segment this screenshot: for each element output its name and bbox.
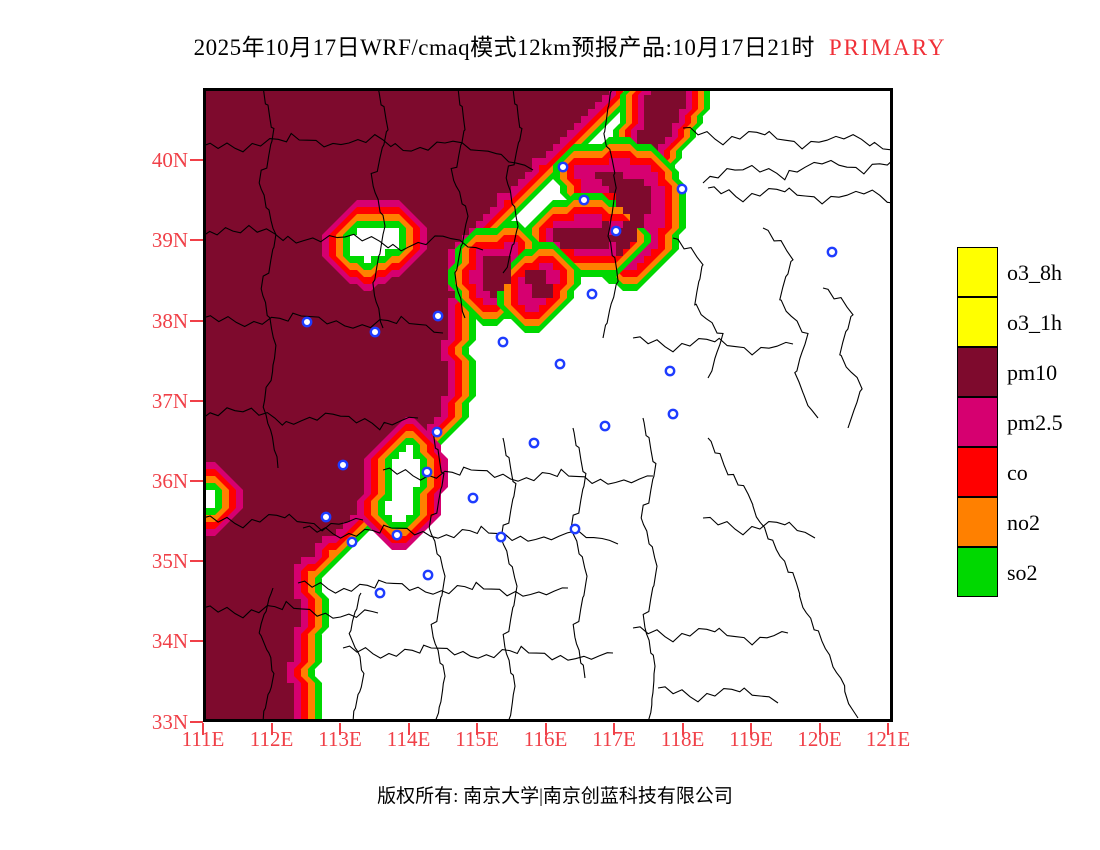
- lon-label-114E: 114E: [386, 727, 431, 751]
- lon-label-113E: 113E: [318, 727, 362, 751]
- lat-label-36N: 36N: [151, 469, 188, 493]
- legend-item-no2: no2: [957, 497, 1100, 548]
- pollutant-legend: o3_8h o3_1h pm10 pm2.5 co no2 so2: [957, 247, 1100, 598]
- pollution-layer: [203, 88, 710, 722]
- city-marker: [599, 420, 611, 432]
- lon-tick-120E: [818, 723, 821, 735]
- legend-label-no2: no2: [1007, 510, 1040, 535]
- lon-label-116E: 116E: [523, 727, 568, 751]
- title-pollutant-highlight: PRIMARY: [828, 35, 947, 60]
- city-marker: [557, 161, 569, 173]
- city-marker: [346, 536, 358, 548]
- lon-label-111E: 111E: [181, 727, 225, 751]
- legend-item-pm10: pm10: [957, 347, 1100, 398]
- legend-swatch-so2: [957, 547, 998, 597]
- legend-item-o3_1h: o3_1h: [957, 297, 1100, 348]
- city-marker: [578, 194, 590, 206]
- map-frame: [203, 88, 893, 722]
- city-marker: [422, 569, 434, 581]
- city-marker: [676, 183, 688, 195]
- city-markers-layer: [301, 161, 838, 599]
- lon-tick-121E: [887, 723, 889, 735]
- lon-label-119E: 119E: [729, 727, 773, 751]
- lon-tick-112E: [270, 723, 273, 735]
- city-marker: [374, 587, 386, 599]
- city-marker: [586, 288, 598, 300]
- lon-tick-118E: [681, 723, 684, 735]
- city-marker: [554, 358, 566, 370]
- legend-label-co: co: [1007, 460, 1028, 485]
- lon-tick-117E: [613, 723, 615, 735]
- legend-label-so2: so2: [1007, 560, 1038, 585]
- city-marker: [569, 523, 581, 535]
- copyright-footer: 版权所有: 南京大学|南京创蓝科技有限公司: [377, 786, 733, 807]
- lat-tick-39N: [190, 239, 203, 242]
- forecast-map: [203, 88, 893, 722]
- lon-label-112E: 112E: [249, 727, 294, 751]
- lon-tick-116E: [544, 723, 547, 735]
- lat-tick-35N: [190, 560, 203, 563]
- lon-label-120E: 120E: [797, 727, 842, 751]
- lat-tick-34N: [190, 640, 203, 643]
- lon-tick-115E: [476, 723, 478, 735]
- city-marker: [421, 466, 433, 478]
- lon-tick-111E: [202, 723, 204, 735]
- lat-tick-38N: [190, 319, 203, 322]
- legend-swatch-o3_1h: [957, 297, 998, 347]
- city-marker: [497, 336, 509, 348]
- title-text: 2025年10月17日WRF/cmaq模式12km预报产品:10月17日21时: [193, 35, 815, 60]
- lat-label-37N: 37N: [151, 388, 188, 413]
- legend-swatch-pm2.5: [957, 397, 998, 447]
- legend-item-so2: so2: [957, 547, 1100, 598]
- lat-label-33N: 33N: [151, 709, 188, 734]
- lon-tick-114E: [407, 723, 410, 735]
- city-marker: [467, 492, 479, 504]
- legend-swatch-pm10: [957, 347, 998, 397]
- legend-label-pm10: pm10: [1007, 360, 1058, 385]
- legend-label-o3_1h: o3_1h: [1007, 310, 1062, 335]
- city-marker: [301, 316, 313, 328]
- map-canvas: [203, 88, 893, 722]
- city-marker: [431, 426, 443, 438]
- city-marker: [320, 511, 332, 523]
- city-marker: [528, 437, 540, 449]
- city-marker: [391, 529, 403, 541]
- lat-tick-37N: [190, 399, 203, 402]
- city-marker: [667, 408, 679, 420]
- lon-label-118E: 118E: [660, 727, 705, 751]
- legend-swatch-o3_8h: [957, 247, 998, 297]
- lat-label-38N: 38N: [151, 308, 188, 333]
- lat-label-40N: 40N: [151, 148, 188, 173]
- lat-label-39N: 39N: [151, 228, 188, 253]
- city-marker: [369, 326, 381, 338]
- lon-label-115E: 115E: [455, 727, 499, 751]
- lon-tick-119E: [750, 723, 752, 735]
- legend-label-o3_8h: o3_8h: [1007, 260, 1062, 285]
- legend-swatch-no2: [957, 497, 998, 547]
- lon-tick-113E: [339, 723, 341, 735]
- legend-label-pm2.5: pm2.5: [1007, 410, 1063, 435]
- legend-item-pm2.5: pm2.5: [957, 397, 1100, 448]
- page-title: 2025年10月17日WRF/cmaq模式12km预报产品:10月17日21时 P…: [0, 28, 1100, 62]
- legend-swatch-co: [957, 447, 998, 497]
- city-marker: [826, 246, 838, 258]
- lon-label-117E: 117E: [592, 727, 636, 751]
- lat-tick-36N: [190, 480, 203, 482]
- lat-label-35N: 35N: [151, 549, 188, 574]
- boundary-lines-layer: [203, 88, 893, 722]
- legend-item-co: co: [957, 447, 1100, 498]
- lat-tick-33N: [190, 720, 203, 723]
- city-marker: [432, 310, 444, 322]
- lat-label-34N: 34N: [151, 629, 188, 654]
- lat-tick-40N: [190, 159, 203, 162]
- city-marker: [664, 365, 676, 377]
- city-marker: [610, 225, 622, 237]
- city-marker: [337, 459, 349, 471]
- lon-label-121E: 121E: [865, 727, 911, 751]
- city-marker: [495, 531, 507, 543]
- legend-item-o3_8h: o3_8h: [957, 247, 1100, 298]
